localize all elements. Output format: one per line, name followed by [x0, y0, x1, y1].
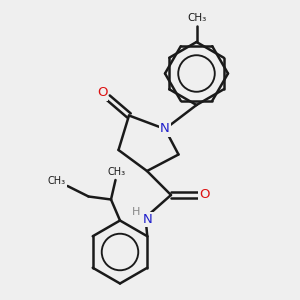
Text: CH₃: CH₃ — [187, 13, 206, 23]
Text: N: N — [160, 122, 170, 136]
Text: O: O — [97, 86, 107, 100]
Text: CH₃: CH₃ — [48, 176, 66, 187]
Text: CH₃: CH₃ — [107, 167, 125, 177]
Text: N: N — [143, 213, 153, 226]
Text: O: O — [199, 188, 209, 202]
Text: H: H — [132, 207, 140, 217]
